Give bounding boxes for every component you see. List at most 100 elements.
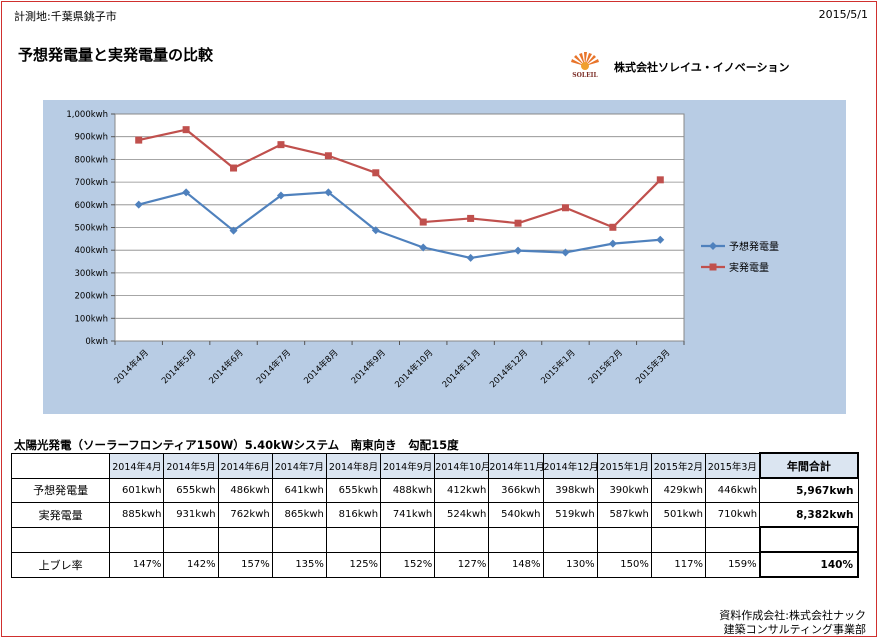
month-header: 2015年1月 xyxy=(596,452,652,479)
value-cell: 501kwh xyxy=(650,502,707,528)
blank-cell xyxy=(271,526,327,553)
ratio-cell: 125% xyxy=(325,551,382,578)
table-row-ratio: 上ブレ率 147% 142% 157% 135% 125% 152% 127% 148% 130%… xyxy=(10,551,860,578)
y-tick-label: 500kwh xyxy=(75,224,109,234)
footer-department: 建築コンサルティング事業部 xyxy=(723,623,866,636)
data-point xyxy=(182,188,191,197)
ratio-cell: 117% xyxy=(650,551,707,578)
blank-cell xyxy=(758,526,860,553)
data-point xyxy=(419,243,428,252)
legend-marker xyxy=(709,263,717,271)
x-tick-label: 2015年3月 xyxy=(633,347,672,386)
value-cell: 865kwh xyxy=(271,502,327,528)
blank-cell xyxy=(217,526,273,553)
month-header: 2014年6月 xyxy=(217,452,273,479)
x-tick-label: 2014年10月 xyxy=(393,347,436,390)
value-cell: 390kwh xyxy=(596,477,652,503)
month-header: 2014年4月 xyxy=(109,452,165,479)
value-cell: 710kwh xyxy=(704,502,761,528)
ratio-total-cell: 140% xyxy=(758,551,860,578)
blank-cell xyxy=(10,526,111,553)
total-cell: 5,967kwh xyxy=(759,477,859,503)
y-tick-label: 900kwh xyxy=(75,133,109,143)
ratio-cell: 135% xyxy=(271,551,327,578)
month-header: 2014年5月 xyxy=(163,452,219,479)
y-tick-label: 600kwh xyxy=(75,201,109,211)
blank-cell xyxy=(650,526,707,553)
blank-cell xyxy=(704,526,761,553)
value-cell: 885kwh xyxy=(109,502,165,528)
value-cell: 931kwh xyxy=(163,502,219,528)
value-cell: 741kwh xyxy=(380,502,436,528)
table-subtitle: 太陽光発電（ソーラーフロンティア150W）5.40kWシステム 南東向き 勾配1… xyxy=(14,438,459,452)
value-cell: 412kwh xyxy=(434,477,490,503)
data-point xyxy=(324,152,332,160)
blank-cell xyxy=(488,526,544,553)
month-header: 2014年8月 xyxy=(325,452,382,479)
x-tick-label: 2014年9月 xyxy=(349,347,388,386)
ratio-cell: 127% xyxy=(434,551,490,578)
blank-cell xyxy=(380,526,436,553)
y-tick-label: 0kwh xyxy=(85,337,108,347)
x-tick-label: 2015年2月 xyxy=(586,347,625,386)
data-point xyxy=(608,239,617,248)
value-cell: 398kwh xyxy=(542,477,598,503)
value-cell: 524kwh xyxy=(434,502,490,528)
value-cell: 816kwh xyxy=(325,502,382,528)
data-point xyxy=(371,226,380,235)
table-header-row: 2014年4月 2014年5月 2014年6月 2014年7月 2014年8月 2014年… xyxy=(10,452,860,479)
data-point xyxy=(514,246,523,255)
data-point xyxy=(134,200,143,209)
data-point xyxy=(230,164,238,172)
data-point xyxy=(561,248,570,257)
data-point xyxy=(276,191,285,200)
data-point xyxy=(135,136,143,144)
month-header: 2015年2月 xyxy=(650,452,707,479)
footer-author: 資料作成会社:株式会社ナック xyxy=(719,609,866,622)
data-point xyxy=(514,219,522,227)
value-cell: 429kwh xyxy=(650,477,707,503)
total-cell: 8,382kwh xyxy=(759,502,859,528)
value-cell: 519kwh xyxy=(542,502,598,528)
value-cell: 486kwh xyxy=(217,477,273,503)
month-header: 2014年7月 xyxy=(271,452,327,479)
value-cell: 446kwh xyxy=(704,477,761,503)
blank-cell xyxy=(109,526,165,553)
month-header: 2015年3月 xyxy=(704,452,761,479)
data-point xyxy=(467,214,475,222)
x-tick-label: 2014年7月 xyxy=(254,347,293,386)
y-tick-label: 800kwh xyxy=(75,155,109,165)
blank-cell xyxy=(542,526,598,553)
data-point xyxy=(466,253,475,262)
generation-table: 2014年4月 2014年5月 2014年6月 2014年7月 2014年8月 2014年… xyxy=(10,452,860,578)
x-tick-label: 2014年5月 xyxy=(159,347,198,386)
ratio-cell: 152% xyxy=(380,551,436,578)
value-cell: 655kwh xyxy=(325,477,382,503)
table-row: 予想発電量 601kwh 655kwh 486kwh 641kwh 655kwh 488kw… xyxy=(10,477,859,503)
legend-label: 予想発電量 xyxy=(729,240,779,253)
y-tick-label: 200kwh xyxy=(75,292,109,302)
ratio-cell: 142% xyxy=(163,551,219,578)
value-cell: 488kwh xyxy=(380,477,436,503)
x-tick-label: 2014年11月 xyxy=(440,347,483,390)
table-row-blank xyxy=(10,526,860,553)
x-tick-label: 2014年4月 xyxy=(112,347,151,386)
company-block: SOLEIL 株式会社ソレイユ・イノベーション xyxy=(566,52,790,82)
data-point xyxy=(656,235,665,244)
table-row: 実発電量 885kwh 931kwh 762kwh 865kwh 816kwh 741kwh… xyxy=(10,502,859,528)
legend-label: 実発電量 xyxy=(729,261,769,274)
data-point xyxy=(324,188,333,197)
row-label: 予想発電量 xyxy=(10,477,111,503)
blank-cell xyxy=(434,526,490,553)
value-cell: 366kwh xyxy=(488,477,544,503)
value-cell: 641kwh xyxy=(271,477,327,503)
corner-cell xyxy=(10,452,111,479)
data-point xyxy=(656,176,664,184)
series-line-1 xyxy=(138,128,662,229)
location-label: 計測地:千葉県銚子市 xyxy=(14,10,117,23)
data-point xyxy=(182,126,190,134)
ratio-cell: 148% xyxy=(488,551,544,578)
y-tick-label: 100kwh xyxy=(75,314,109,324)
legend-marker xyxy=(709,242,717,250)
y-tick-label: 300kwh xyxy=(75,269,109,279)
